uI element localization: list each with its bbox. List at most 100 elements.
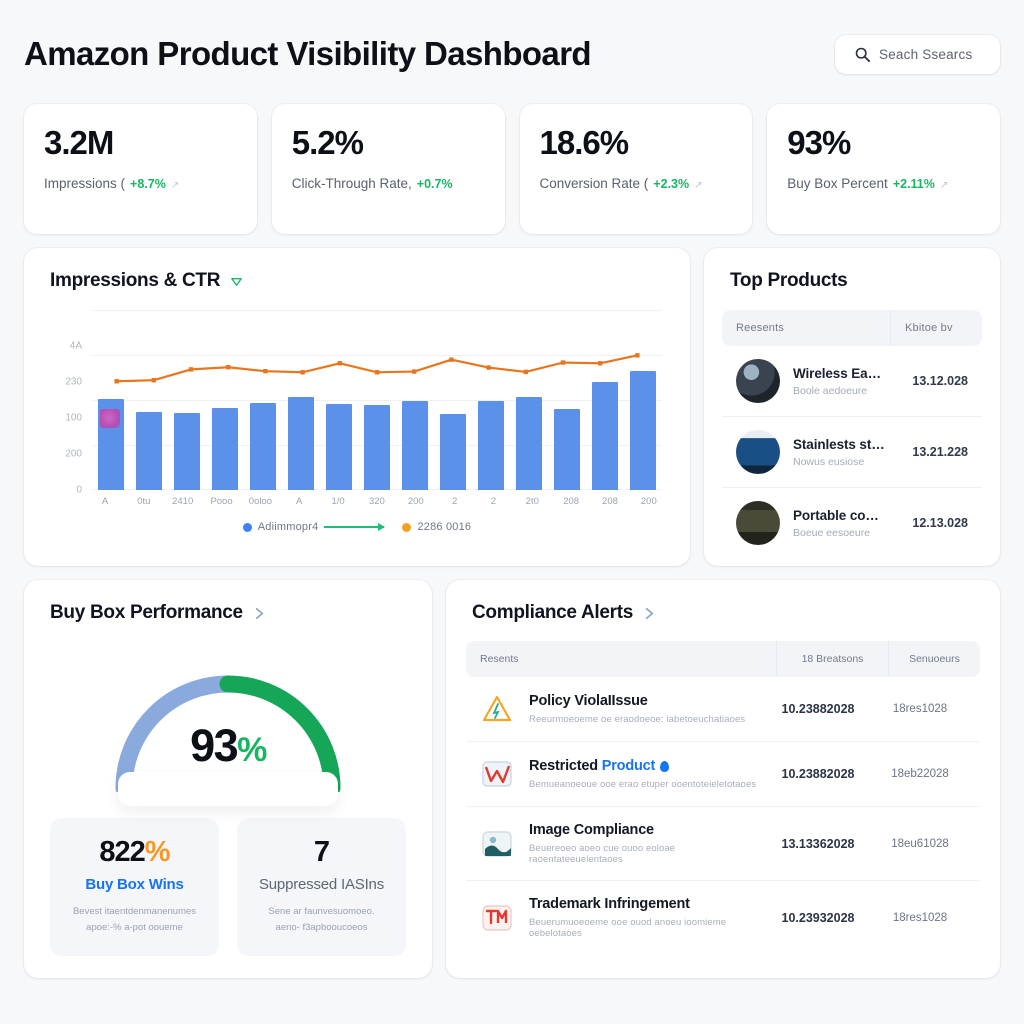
search-icon — [855, 47, 870, 62]
gauge-base-shadow — [118, 772, 338, 806]
bottle-thumb — [736, 430, 780, 474]
product-subtitle: Boole aedoeure — [793, 384, 868, 397]
middle-row: Impressions & CTR 0 200 100 230 4A — [24, 248, 1000, 566]
bar[interactable] — [478, 401, 504, 490]
product-name: Portable coode Maker — [793, 507, 886, 523]
product-info: Portable coode Maker Boeue eesoeure — [793, 508, 886, 539]
column-header-value: Kbitoe bv — [890, 310, 982, 346]
chart-legend: Adiimmopr4 2286 0016 — [24, 521, 690, 533]
compliance-alerts-panel: Compliance Alerts Resents 18 Breatsons S… — [446, 580, 1000, 978]
line-marker — [337, 361, 343, 366]
x-tick-label: 0tu — [137, 496, 151, 507]
stat-note-line: apoe:-% a-pot ooueme — [86, 922, 183, 934]
bar[interactable] — [174, 412, 200, 490]
bar[interactable] — [364, 405, 390, 490]
compliance-title: Compliance Alerts — [472, 602, 634, 623]
legend-label: Adiimmopr4 — [257, 521, 319, 533]
kpi-card-impressions[interactable]: 3.2M Impressions ( +8.7% ↗ — [24, 104, 257, 234]
bar[interactable] — [516, 397, 542, 490]
x-tick-label: A — [101, 496, 109, 507]
kpi-value: 93% — [787, 124, 851, 161]
alert-status: 18eu61028 — [891, 837, 949, 850]
buy-box-stats: 822% Buy Box Wins Bevest itaentdenmanenu… — [24, 792, 432, 957]
bar[interactable] — [98, 399, 124, 490]
compliance-rows: Policy ViolaIIssue Reeurmoeoeme oe eraodo… — [466, 677, 980, 954]
kpi-subline: Click-Through Rate, +0.7% — [292, 176, 485, 191]
kpi-card-conversion[interactable]: 18.6% Conversion Rate ( +2.3% ↗ — [519, 104, 753, 234]
line-marker — [597, 361, 603, 366]
bar[interactable] — [212, 407, 238, 490]
y-tick-label: 0 — [76, 484, 82, 496]
kpi-label: Impressions ( — [44, 175, 126, 191]
alert-title: Restricted Product — [529, 758, 762, 774]
table-row[interactable]: Stainlests steel Nowus eusiose 13.21.228 — [722, 417, 982, 488]
column-header-alert: Resents — [480, 653, 519, 665]
buy-box-gauge-wrap: 93% — [24, 642, 432, 806]
legend-item-bars[interactable]: Adiimmopr4 — [242, 521, 386, 533]
alert-row[interactable]: Policy ViolaIIssue Reeurmoeoeme oe eraodo… — [466, 677, 980, 742]
chevron-right-icon[interactable] — [252, 606, 267, 621]
kpi-subline: Impressions ( +8.7% ↗ — [44, 176, 237, 191]
image-compliance-icon — [480, 827, 514, 861]
kpi-row: 3.2M Impressions ( +8.7% ↗ 5.2% Click-Th… — [24, 104, 1000, 234]
gauge-number: 93 — [190, 720, 239, 771]
alert-main: Policy ViolaIIssue Reeurmoeoeme oe eraodo… — [529, 693, 762, 725]
alert-title: Policy ViolaIIssue — [529, 693, 648, 709]
bar[interactable] — [326, 404, 352, 490]
legend-dot-blue — [242, 522, 252, 532]
buy-box-header: Buy Box Performance — [24, 580, 432, 628]
table-row[interactable]: Portable coode Maker Boeue eesoeure 12.13.… — [722, 488, 982, 558]
stat-card-buy-box-wins[interactable]: 822% Buy Box Wins Bevest itaentdenmanenu… — [50, 818, 219, 957]
line-marker — [523, 369, 528, 375]
search-input[interactable]: Seach Ssearcs — [835, 34, 1000, 74]
line-series — [114, 353, 640, 384]
product-subtitle: Boeue eesoeure — [793, 526, 871, 539]
x-tick-label: 200 — [407, 496, 424, 507]
bar[interactable] — [592, 382, 618, 490]
legend-item-line[interactable]: 2286 0016 — [402, 521, 471, 533]
search-text: Seach Ssearcs — [879, 46, 973, 62]
stat-card-suppressed-asins[interactable]: 7 Suppressed IASIns Sene ar faunvesuomoe… — [237, 818, 406, 957]
table-header: Reesents Kbitoe bv — [722, 310, 982, 346]
y-tick-label: 200 — [65, 448, 82, 460]
alert-row[interactable]: Restricted Product Bemueanoeoue ooe erao … — [466, 742, 980, 807]
bar[interactable] — [250, 402, 276, 490]
chart-plot-area: 0 200 100 230 4A — [44, 310, 670, 496]
chart-alert-icon — [480, 757, 514, 791]
x-tick-label: 2t0 — [525, 496, 539, 507]
bar-series — [92, 310, 662, 490]
x-tick-label: 320 — [368, 496, 385, 507]
alert-title-highlight: Product — [601, 758, 656, 774]
bar[interactable] — [630, 371, 656, 490]
line-marker — [486, 365, 491, 370]
kpi-card-buybox[interactable]: 93% Buy Box Percent +2.11% ↗ — [767, 104, 1000, 234]
earbuds-thumb — [736, 359, 780, 403]
chart-header: Impressions & CTR — [24, 248, 690, 296]
alert-row[interactable]: Image Compliance Beuereoeo aoeo cue ouoo … — [466, 807, 980, 881]
bar[interactable] — [402, 400, 428, 490]
stat-note: Sene ar faunvesuomoeo. aeno- f3apbooucoe… — [253, 904, 390, 936]
alert-row[interactable]: Trademark Infringement Beuerumuoeoeme ooe… — [466, 881, 980, 954]
gauge-unit: % — [237, 731, 267, 769]
line-marker — [263, 369, 268, 374]
stat-label: Buy Box Wins — [85, 876, 184, 893]
alert-title: Trademark Infringement — [529, 896, 690, 912]
line-marker — [300, 370, 305, 375]
page-header: Amazon Product Visibility Dashboard Seac… — [24, 22, 1000, 86]
table-row[interactable]: Wireless Earcoddes Boole aedoeure 13.12.02… — [722, 346, 982, 417]
column-header-product: Reesents — [736, 322, 785, 334]
top-products-header: Top Products — [704, 248, 1000, 296]
bar[interactable] — [440, 413, 466, 490]
bar[interactable] — [288, 397, 314, 490]
kpi-card-ctr[interactable]: 5.2% Click-Through Rate, +0.7% — [271, 104, 505, 234]
compliance-header: Compliance Alerts — [446, 580, 1000, 628]
buy-box-performance-panel: Buy Box Performance 93% — [24, 580, 432, 978]
impressions-ctr-panel: Impressions & CTR 0 200 100 230 4A — [24, 248, 690, 566]
bar[interactable] — [554, 409, 580, 490]
legend-label: 2286 0016 — [417, 521, 472, 533]
chevron-right-icon[interactable] — [642, 606, 657, 621]
bar[interactable] — [136, 411, 162, 490]
chevron-down-icon[interactable] — [229, 274, 244, 289]
kpi-delta: +8.7% — [130, 176, 166, 191]
line-marker — [449, 357, 454, 362]
